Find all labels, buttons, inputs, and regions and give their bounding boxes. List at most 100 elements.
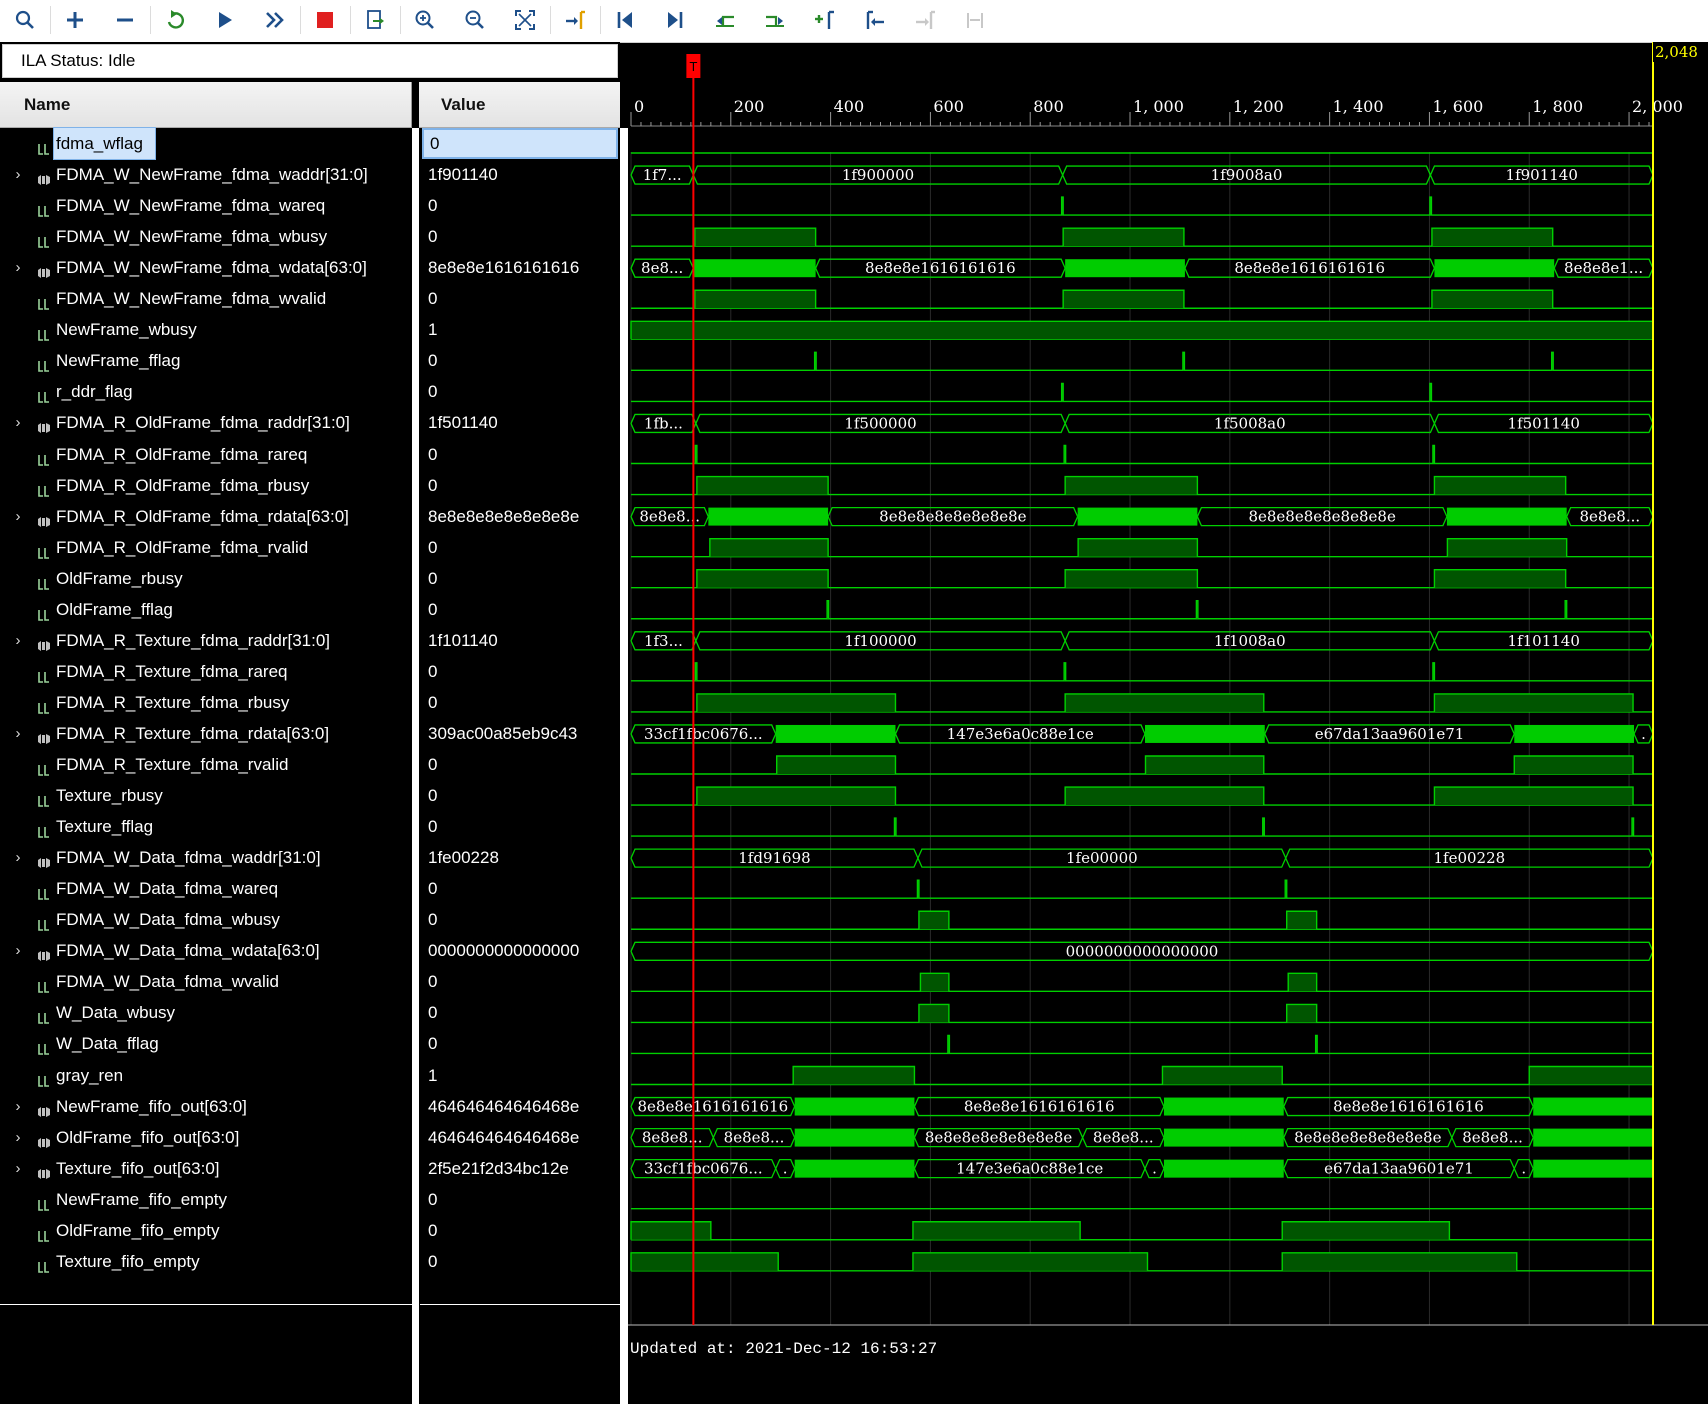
signal-value[interactable]: 0 (428, 910, 438, 930)
signal-value[interactable]: 1fe00228 (428, 848, 499, 868)
export-button[interactable] (358, 4, 392, 36)
signal-row[interactable]: › OldFrame_fifo_out[63:0] (0, 1122, 412, 1153)
signal-value[interactable]: 1f501140 (428, 413, 498, 433)
signal-value[interactable]: 464646464646468e (428, 1127, 580, 1147)
signal-value[interactable]: 0 (428, 599, 438, 619)
signal-row[interactable]: NewFrame_fifo_empty (0, 1184, 412, 1215)
signal-value[interactable]: 0 (428, 196, 438, 216)
signal-row[interactable]: OldFrame_rbusy (0, 563, 412, 594)
add-marker-button[interactable] (808, 4, 842, 36)
signal-value[interactable]: 0 (428, 692, 438, 712)
run-continuous-button[interactable] (258, 4, 292, 36)
zoom-in-button[interactable] (408, 4, 442, 36)
name-column-header[interactable]: Name (0, 82, 412, 128)
signal-value[interactable]: 2f5e21f2d34bc12e (428, 1158, 569, 1178)
signal-value[interactable]: 0 (428, 972, 438, 992)
expand-chevron-icon[interactable]: › (15, 414, 21, 432)
signal-value[interactable]: 1f101140 (428, 630, 498, 650)
signal-value[interactable]: 0 (428, 1034, 438, 1054)
signal-row[interactable]: › FDMA_R_OldFrame_fdma_raddr[31:0] (0, 407, 412, 438)
signal-row[interactable]: FDMA_R_Texture_fdma_rareq (0, 656, 412, 687)
expand-chevron-icon[interactable]: › (15, 259, 21, 277)
signal-value[interactable]: 0 (422, 128, 618, 159)
expand-chevron-icon[interactable]: › (15, 1097, 21, 1115)
signal-value[interactable]: 0 (428, 444, 438, 464)
run-trigger-immediate-button[interactable] (158, 4, 192, 36)
column-divider[interactable] (412, 128, 419, 1404)
zoom-out-button[interactable] (458, 4, 492, 36)
signal-value[interactable]: 0 (428, 227, 438, 247)
signal-row[interactable]: FDMA_R_Texture_fdma_rbusy (0, 687, 412, 718)
signal-row[interactable]: OldFrame_fifo_empty (0, 1215, 412, 1246)
waveform-canvas[interactable]: 0 200 400 600 800 1, 000 1, 200 1, 400 1, 600 1, … (628, 42, 1708, 1362)
signal-row[interactable]: › FDMA_W_NewFrame_fdma_waddr[31:0] (0, 159, 412, 190)
next-transition-button[interactable] (758, 4, 792, 36)
signal-value[interactable]: 0 (428, 1220, 438, 1240)
signal-row[interactable]: FDMA_R_Texture_fdma_rvalid (0, 749, 412, 780)
signal-row[interactable]: › FDMA_W_Data_fdma_wdata[63:0] (0, 935, 412, 966)
signal-row[interactable]: FDMA_R_OldFrame_fdma_rbusy (0, 470, 412, 501)
signal-row[interactable]: fdma_wflag (0, 127, 412, 160)
signal-row[interactable]: W_Data_wbusy (0, 997, 412, 1028)
signal-value[interactable]: 0 (428, 382, 438, 402)
signal-value[interactable]: 309ac00a85eb9c43 (428, 723, 578, 743)
previous-transition-button[interactable] (708, 4, 742, 36)
go-to-cursor-button[interactable] (558, 4, 592, 36)
panel-divider[interactable] (620, 128, 628, 1404)
signal-row[interactable]: › FDMA_R_Texture_fdma_raddr[31:0] (0, 625, 412, 656)
signal-row[interactable]: › Texture_fifo_out[63:0] (0, 1153, 412, 1184)
signal-row[interactable]: NewFrame_wbusy (0, 314, 412, 345)
signal-value[interactable]: 0 (428, 1189, 438, 1209)
signal-value[interactable]: 1f901140 (428, 165, 498, 185)
signal-row[interactable]: › FDMA_W_Data_fdma_waddr[31:0] (0, 842, 412, 873)
zoom-fit-button[interactable] (508, 4, 542, 36)
signal-row[interactable]: › FDMA_R_OldFrame_fdma_rdata[63:0] (0, 501, 412, 532)
signal-value[interactable]: 0 (428, 1003, 438, 1023)
signal-row[interactable]: FDMA_W_NewFrame_fdma_wareq (0, 190, 412, 221)
signal-row[interactable]: FDMA_W_Data_fdma_wareq (0, 873, 412, 904)
search-button[interactable] (8, 4, 42, 36)
signal-row[interactable]: FDMA_W_Data_fdma_wvalid (0, 966, 412, 997)
signal-value[interactable]: 0 (428, 755, 438, 774)
signal-value[interactable]: 0 (428, 817, 438, 837)
signal-row[interactable]: gray_ren (0, 1060, 412, 1091)
signal-row[interactable]: › NewFrame_fifo_out[63:0] (0, 1091, 412, 1122)
signal-value[interactable]: 0 (428, 661, 438, 681)
expand-chevron-icon[interactable]: › (15, 1159, 21, 1177)
signal-row[interactable]: Texture_fflag (0, 811, 412, 842)
signal-row[interactable]: OldFrame_fflag (0, 594, 412, 625)
go-to-last-time-button[interactable] (658, 4, 692, 36)
signal-row[interactable]: › FDMA_R_Texture_fdma_rdata[63:0] (0, 718, 412, 749)
signal-row[interactable]: r_ddr_flag (0, 376, 412, 407)
expand-chevron-icon[interactable]: › (15, 724, 21, 742)
expand-chevron-icon[interactable]: › (15, 849, 21, 867)
expand-chevron-icon[interactable]: › (15, 166, 21, 184)
expand-chevron-icon[interactable]: › (15, 942, 21, 960)
signal-value[interactable]: 0 (428, 537, 438, 557)
signal-value[interactable]: 0 (428, 351, 438, 371)
signal-row[interactable]: Texture_rbusy (0, 780, 412, 811)
signal-value[interactable]: 8e8e8e8e8e8e8e8e (428, 506, 580, 526)
signal-row[interactable]: FDMA_R_OldFrame_fdma_rareq (0, 439, 412, 470)
signal-row[interactable]: Texture_fifo_empty (0, 1246, 412, 1277)
signal-value[interactable]: 8e8e8e1616161616 (428, 258, 580, 278)
previous-marker-button[interactable] (858, 4, 892, 36)
signal-row[interactable]: FDMA_R_OldFrame_fdma_rvalid (0, 532, 412, 563)
signal-value[interactable]: 0 (428, 1251, 438, 1271)
signal-value[interactable]: 0 (428, 879, 438, 899)
expand-chevron-icon[interactable]: › (15, 1128, 21, 1146)
add-button[interactable] (58, 4, 92, 36)
signal-value[interactable]: 464646464646468e (428, 1096, 580, 1116)
run-trigger-button[interactable] (208, 4, 242, 36)
waveform-view[interactable]: 0 200 400 600 800 1, 000 1, 200 1, 400 1, 600 1, … (628, 42, 1708, 1362)
signal-value[interactable]: 0 (428, 475, 438, 495)
signal-value[interactable]: 1 (428, 1065, 438, 1085)
signal-value[interactable]: 0000000000000000 (428, 941, 580, 961)
signal-row[interactable]: FDMA_W_NewFrame_fdma_wvalid (0, 283, 412, 314)
expand-chevron-icon[interactable]: › (15, 507, 21, 525)
signal-row[interactable]: FDMA_W_NewFrame_fdma_wbusy (0, 221, 412, 252)
signal-value[interactable]: 1 (428, 320, 438, 340)
signal-value[interactable]: 0 (428, 786, 438, 806)
signal-row[interactable]: FDMA_W_Data_fdma_wbusy (0, 904, 412, 935)
signal-value[interactable]: 0 (428, 568, 438, 588)
